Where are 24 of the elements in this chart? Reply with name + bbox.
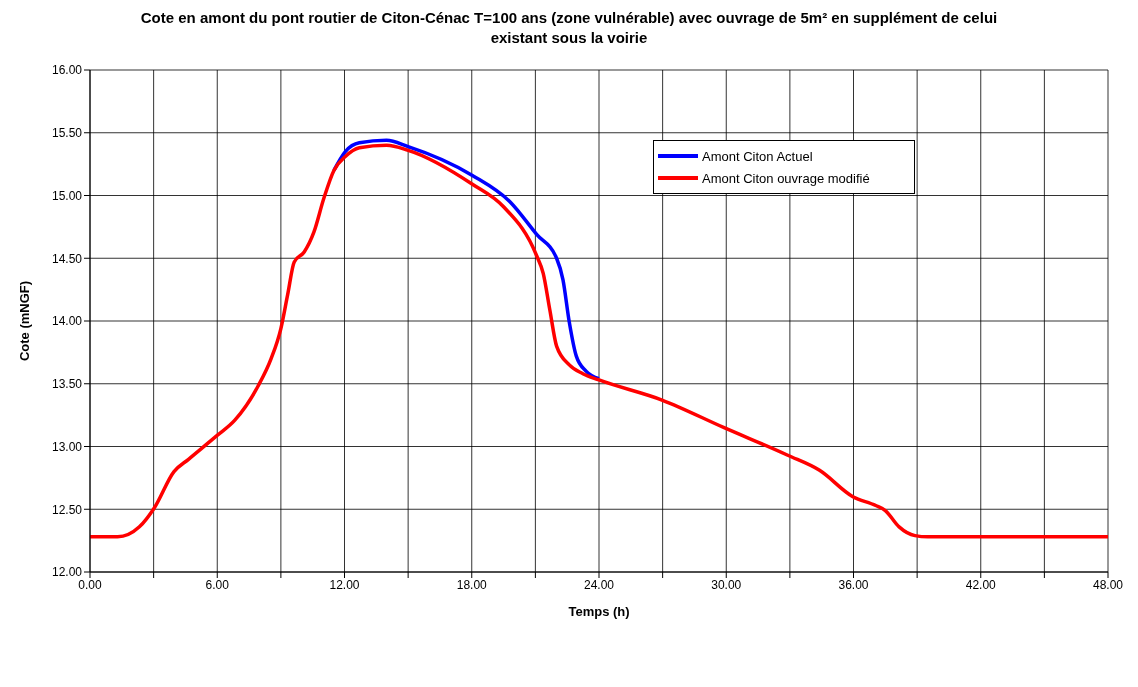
y-tick-label: 12.00: [51, 565, 83, 580]
y-tick-label: 13.00: [51, 439, 83, 454]
y-tick-label: 16.00: [51, 63, 83, 78]
chart-title: Cote en amont du pont routier de Citon-Cénac T=100 ans (zone vulnérable) avec ouvrage de 5m² en supplément de celui existant sous la voirie: [139, 8, 999, 48]
line-series: [332, 138, 601, 381]
legend-label: Amont Citon Actuel: [702, 148, 813, 164]
x-tick-label: 30.00: [711, 577, 742, 592]
x-tick-label: 12.00: [329, 577, 360, 592]
x-tick-label: 24.00: [583, 577, 615, 592]
y-tick-label: 14.50: [51, 251, 83, 266]
y-tick-label: 15.00: [51, 188, 83, 203]
x-tick-label: 18.00: [456, 577, 488, 592]
y-tick-label: 12.50: [51, 502, 83, 517]
x-tick-label: 0.00: [78, 577, 102, 592]
y-tick-label: 15.50: [51, 126, 83, 141]
x-tick-label: 42.00: [965, 577, 997, 592]
legend-label: Amont Citon ouvrage modifié: [702, 170, 870, 186]
y-tick-label: 14.00: [51, 314, 83, 329]
x-tick-label: 48.00: [1092, 577, 1124, 592]
x-tick-label: 36.00: [838, 577, 869, 592]
x-axis-title: Temps (h): [568, 604, 630, 619]
y-axis-title: Cote (mNGF): [16, 280, 32, 362]
x-tick-label: 6.00: [205, 577, 230, 592]
y-tick-label: 13.50: [51, 377, 83, 392]
